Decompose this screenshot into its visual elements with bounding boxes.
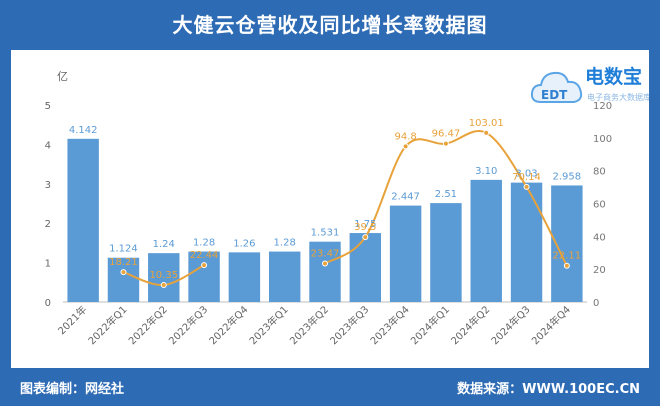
right-tick-label: 0	[593, 298, 599, 309]
line-point	[120, 269, 127, 276]
category-label: 2022年Q1	[85, 303, 129, 347]
bar-value-label: 3.03	[515, 169, 537, 180]
bar-value-label: 1.26	[233, 238, 255, 249]
line-point	[442, 140, 449, 147]
line-value-label: 18.21	[109, 257, 138, 268]
line-point	[362, 234, 369, 241]
bar-value-label: 2.447	[391, 192, 420, 203]
bar	[349, 233, 382, 302]
line-point	[322, 260, 328, 267]
bar	[309, 241, 341, 302]
category-label: 2022年Q4	[206, 303, 250, 347]
left-tick-label: 0	[45, 298, 51, 309]
bar-value-label: 3.10	[475, 166, 497, 177]
line-value-label: 94.8	[394, 131, 416, 142]
bar	[470, 179, 502, 302]
bars-group	[67, 138, 583, 302]
bar	[510, 182, 543, 302]
chart-svg: 亿 0123450204060801001202021年2022年Q12022年…	[45, 70, 612, 347]
category-label: 2022年Q3	[166, 303, 210, 347]
bar	[67, 138, 99, 302]
line-point	[160, 282, 167, 289]
bar-value-label: 1.24	[153, 239, 175, 250]
bar	[268, 251, 301, 302]
cloud-logo-icon: EDT	[530, 71, 583, 103]
bar-value-label: 1.124	[109, 244, 138, 255]
line-value-label: 23.47	[311, 248, 340, 259]
line-value-label: 10.35	[149, 270, 178, 281]
right-tick-label: 20	[593, 265, 606, 276]
bar-value-label: 1.28	[274, 238, 296, 249]
right-tick-label: 80	[593, 167, 606, 178]
footer-source: 数据来源：WWW.100EC.CN	[457, 382, 640, 397]
bar	[188, 251, 220, 302]
line-point	[201, 262, 208, 269]
line-point	[523, 183, 530, 190]
bar-value-label: 4.142	[69, 125, 98, 136]
line-value-label: 70.14	[512, 172, 541, 183]
chart-title: 大健云仓营收及同比增长率数据图	[172, 12, 488, 37]
bar	[107, 257, 140, 302]
category-label: 2024年Q1	[408, 303, 452, 347]
brand-logo: EDT 电数宝 电子商务大数据库	[525, 58, 649, 114]
line-value-label: 39.5	[354, 222, 376, 233]
line-value-label: 103.01	[469, 118, 504, 129]
left-tick-label: 1	[45, 259, 51, 270]
labels-group: 4.142 1.124 1.24 1.28 1.26 1.28 1.531 1.75 2.447…	[69, 118, 581, 281]
category-label: 2023年Q4	[367, 303, 411, 347]
category-label: 2023年Q3	[327, 303, 371, 347]
bar	[430, 203, 462, 302]
right-tick-label: 100	[593, 134, 612, 145]
bar-value-label: 1.531	[311, 228, 340, 239]
bar-value-label: 2.51	[435, 189, 457, 200]
title-bar: 大健云仓营收及同比增长率数据图	[0, 0, 660, 46]
left-axis-unit: 亿	[57, 70, 68, 83]
left-tick-label: 2	[45, 219, 51, 230]
footer: 图表编制：网经社 数据来源：WWW.100EC.CN	[0, 370, 660, 406]
right-tick-label: 120	[593, 101, 612, 112]
category-label: 2021年	[55, 303, 89, 337]
line-point	[483, 129, 490, 136]
category-label: 2023年Q1	[246, 303, 290, 347]
right-tick-label: 40	[593, 232, 606, 243]
line-point	[402, 143, 409, 150]
logo-subtitle: 电子商务大数据库	[587, 93, 649, 102]
footer-credit: 图表编制：网经社	[20, 382, 125, 397]
category-label: 2024年Q3	[488, 303, 532, 347]
line-group	[120, 129, 570, 289]
logo-brand: 电数宝	[585, 66, 643, 88]
right-tick-label: 60	[593, 200, 606, 211]
bar-value-label: 1.75	[354, 219, 376, 230]
category-label: 2022年Q2	[126, 303, 170, 347]
bar	[148, 253, 180, 302]
chart-panel: 亿 0 1 2 3 4 5 0 20 40 60 80 100 120 2021年 2022年Q1 2022年…	[11, 50, 649, 368]
left-tick-label: 5	[45, 101, 51, 112]
logo-badge: EDT	[541, 88, 568, 102]
bar-value-label: 2.958	[553, 171, 582, 182]
line-point	[563, 262, 570, 269]
category-label: 2023年Q2	[287, 303, 331, 347]
left-tick-label: 3	[45, 180, 51, 191]
bar	[228, 252, 261, 302]
category-label: 2024年Q2	[448, 303, 492, 347]
line-value-label: 22.11	[553, 251, 582, 262]
bar	[389, 205, 422, 302]
category-label: 2024年Q4	[529, 303, 573, 347]
line-value-label: 22.44	[190, 250, 219, 261]
left-tick-label: 4	[45, 140, 51, 151]
line-value-label: 96.47	[432, 129, 461, 140]
bar-value-label: 1.28	[193, 238, 215, 249]
